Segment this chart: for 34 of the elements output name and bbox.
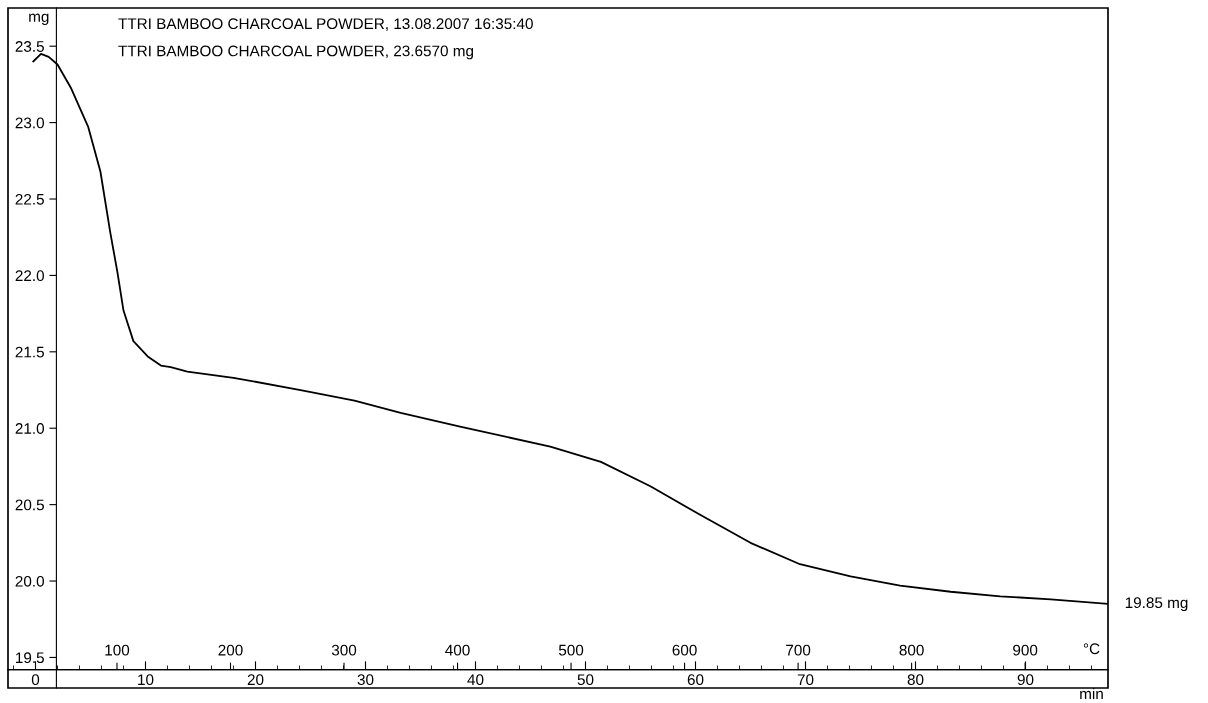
x-tick-label: 90 (1017, 674, 1034, 686)
x-tick-label: 80 (907, 674, 924, 686)
y-tick-label: 23.0 (15, 117, 44, 129)
x2-tick-label: 400 (445, 644, 470, 656)
x-tick-label: 10 (138, 674, 154, 686)
y-tick-label: 22.5 (15, 193, 44, 205)
y-tick-label: 23.5 (15, 41, 44, 52)
y-axis-title: mg (29, 13, 49, 25)
x-tick-label: 60 (687, 674, 704, 686)
y-tick-label: 21.0 (15, 423, 44, 434)
x2-tick-label: 600 (672, 644, 697, 656)
annotation: TTRI BAMBOO CHARCOAL POWDER, 23.6570 mg (118, 45, 474, 60)
x-tick-label: 0 (31, 674, 40, 686)
x2-tick-label: 900 (1013, 644, 1038, 656)
y-tick-label: 19.5 (16, 652, 44, 664)
x-tick-label: 30 (357, 674, 374, 686)
y-tick-label: 20.0 (15, 575, 44, 587)
x2-tick-label: 300 (331, 644, 357, 656)
x2-axis-title: °C (1083, 643, 1100, 655)
x-tick-label: 40 (467, 674, 484, 686)
annotation: 19.85 mg (1125, 597, 1188, 612)
x2-tick-label: 500 (558, 644, 584, 656)
x2-tick-label: 700 (786, 644, 811, 656)
x-tick-label: 50 (577, 674, 594, 686)
x-axis-title: min (1080, 688, 1103, 700)
x-tick-label: 20 (247, 674, 264, 686)
y-tick-label: 21.5 (15, 346, 44, 358)
y-tick-label: 20.5 (15, 499, 44, 511)
x2-tick-label: 100 (105, 644, 130, 656)
x2-tick-label: 800 (899, 644, 924, 656)
x2-tick-label: 200 (218, 644, 243, 656)
y-tick-label: 22.0 (15, 270, 44, 282)
x-tick-label: 70 (797, 674, 814, 686)
annotation: TTRI BAMBOO CHARCOAL POWDER, 13.08.2007 16:35:40 (118, 18, 533, 31)
